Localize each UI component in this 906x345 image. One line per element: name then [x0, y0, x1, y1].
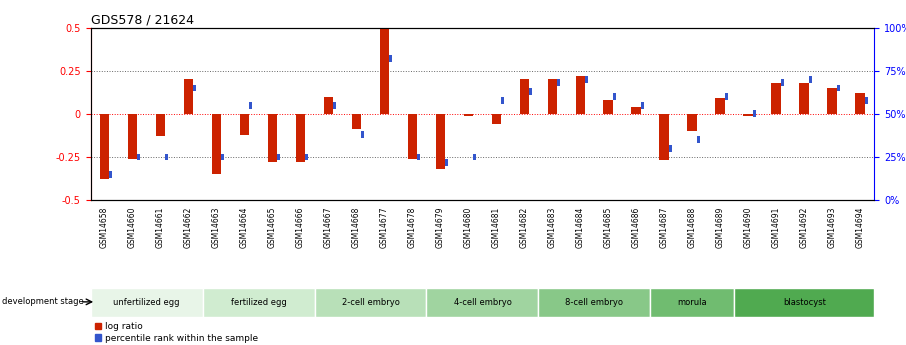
Bar: [389, 55, 392, 62]
Text: 2-cell embryo: 2-cell embryo: [342, 298, 400, 307]
Bar: [725, 93, 728, 100]
Bar: [277, 154, 280, 160]
Bar: [660, 114, 670, 160]
Bar: [716, 98, 725, 114]
Bar: [91, 288, 203, 317]
Bar: [314, 288, 427, 317]
Bar: [267, 114, 277, 162]
Text: fertilized egg: fertilized egg: [231, 298, 286, 307]
Bar: [575, 76, 585, 114]
Bar: [669, 145, 671, 152]
Text: development stage: development stage: [2, 297, 83, 306]
Bar: [771, 83, 781, 114]
Bar: [837, 85, 840, 91]
Bar: [464, 114, 473, 116]
Bar: [865, 97, 868, 104]
Text: blastocyst: blastocyst: [783, 298, 825, 307]
Bar: [436, 114, 446, 169]
Bar: [165, 154, 168, 160]
Bar: [427, 288, 538, 317]
Bar: [137, 154, 140, 160]
Bar: [501, 97, 504, 104]
Bar: [473, 154, 476, 160]
Bar: [156, 114, 166, 136]
Bar: [688, 114, 698, 131]
Text: GDS578 / 21624: GDS578 / 21624: [91, 13, 194, 27]
Bar: [538, 288, 651, 317]
Legend: log ratio, percentile rank within the sample: log ratio, percentile rank within the sa…: [95, 322, 258, 343]
Bar: [753, 110, 756, 117]
Bar: [585, 76, 588, 83]
Bar: [184, 79, 194, 114]
Bar: [827, 88, 837, 114]
Bar: [417, 154, 419, 160]
Bar: [651, 288, 735, 317]
Bar: [110, 171, 112, 178]
Bar: [203, 288, 314, 317]
Text: 8-cell embryo: 8-cell embryo: [565, 298, 623, 307]
Bar: [735, 288, 874, 317]
Bar: [333, 102, 336, 109]
Bar: [799, 83, 809, 114]
Text: morula: morula: [678, 298, 708, 307]
Bar: [380, 29, 390, 114]
Bar: [361, 131, 364, 138]
Bar: [193, 85, 196, 91]
Bar: [492, 114, 501, 124]
Bar: [221, 154, 224, 160]
Bar: [641, 102, 644, 109]
Bar: [352, 114, 361, 129]
Bar: [128, 114, 138, 159]
Bar: [305, 154, 308, 160]
Bar: [408, 114, 418, 159]
Bar: [744, 114, 753, 116]
Bar: [547, 79, 557, 114]
Bar: [781, 79, 784, 86]
Bar: [240, 114, 249, 135]
Bar: [631, 107, 641, 114]
Bar: [557, 79, 560, 86]
Bar: [603, 100, 613, 114]
Bar: [519, 79, 529, 114]
Bar: [809, 76, 812, 83]
Text: unfertilized egg: unfertilized egg: [113, 298, 179, 307]
Bar: [855, 93, 865, 114]
Bar: [529, 88, 532, 95]
Bar: [295, 114, 305, 162]
Bar: [100, 114, 110, 179]
Bar: [445, 159, 448, 166]
Bar: [212, 114, 221, 174]
Bar: [323, 97, 333, 114]
Text: 4-cell embryo: 4-cell embryo: [454, 298, 511, 307]
Bar: [249, 102, 252, 109]
Bar: [613, 93, 616, 100]
Bar: [697, 136, 699, 143]
